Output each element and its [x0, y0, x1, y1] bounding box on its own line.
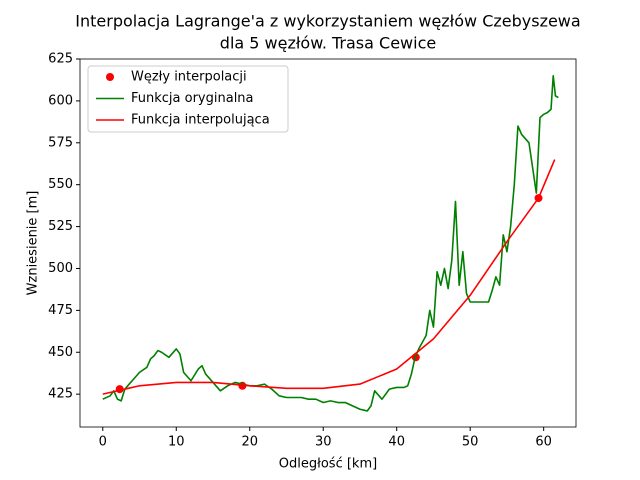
y-tick-label: 500 [48, 261, 73, 276]
y-tick-label: 575 [48, 135, 73, 150]
x-tick-label: 40 [388, 435, 405, 450]
legend-box [87, 65, 289, 133]
legend-marker [106, 73, 114, 81]
y-tick-label: 425 [48, 387, 73, 402]
y-tick-label: 550 [48, 177, 73, 192]
x-axis-label: Odległość [km] [279, 457, 377, 472]
x-tick-label: 0 [99, 435, 107, 450]
x-tick-label: 20 [241, 435, 258, 450]
axes-frame [79, 58, 577, 428]
series-line [102, 74, 559, 412]
chart-title: dla 5 węzłów. Trasa Cewice [220, 34, 436, 53]
series-layer [102, 74, 559, 412]
y-tick-label: 475 [48, 303, 73, 318]
x-tick-label: 30 [315, 435, 332, 450]
chart-title: Interpolacja Lagrange'a z wykorzystaniem… [75, 12, 580, 31]
legend-label: Węzły interpolacji [131, 70, 247, 85]
y-tick-label: 625 [48, 52, 73, 67]
legend-label: Funkcja interpolująca [131, 113, 270, 128]
x-tick-label: 60 [535, 435, 552, 450]
x-tick-label: 10 [168, 435, 185, 450]
legend-label: Funkcja oryginalna [131, 91, 254, 106]
series-line [102, 159, 556, 395]
x-tick-label: 50 [462, 435, 479, 450]
y-tick-label: 450 [48, 345, 73, 360]
y-tick-label: 600 [48, 93, 73, 108]
y-axis-label: Wzniesienie [m] [26, 191, 41, 296]
y-tick-label: 525 [48, 219, 73, 234]
